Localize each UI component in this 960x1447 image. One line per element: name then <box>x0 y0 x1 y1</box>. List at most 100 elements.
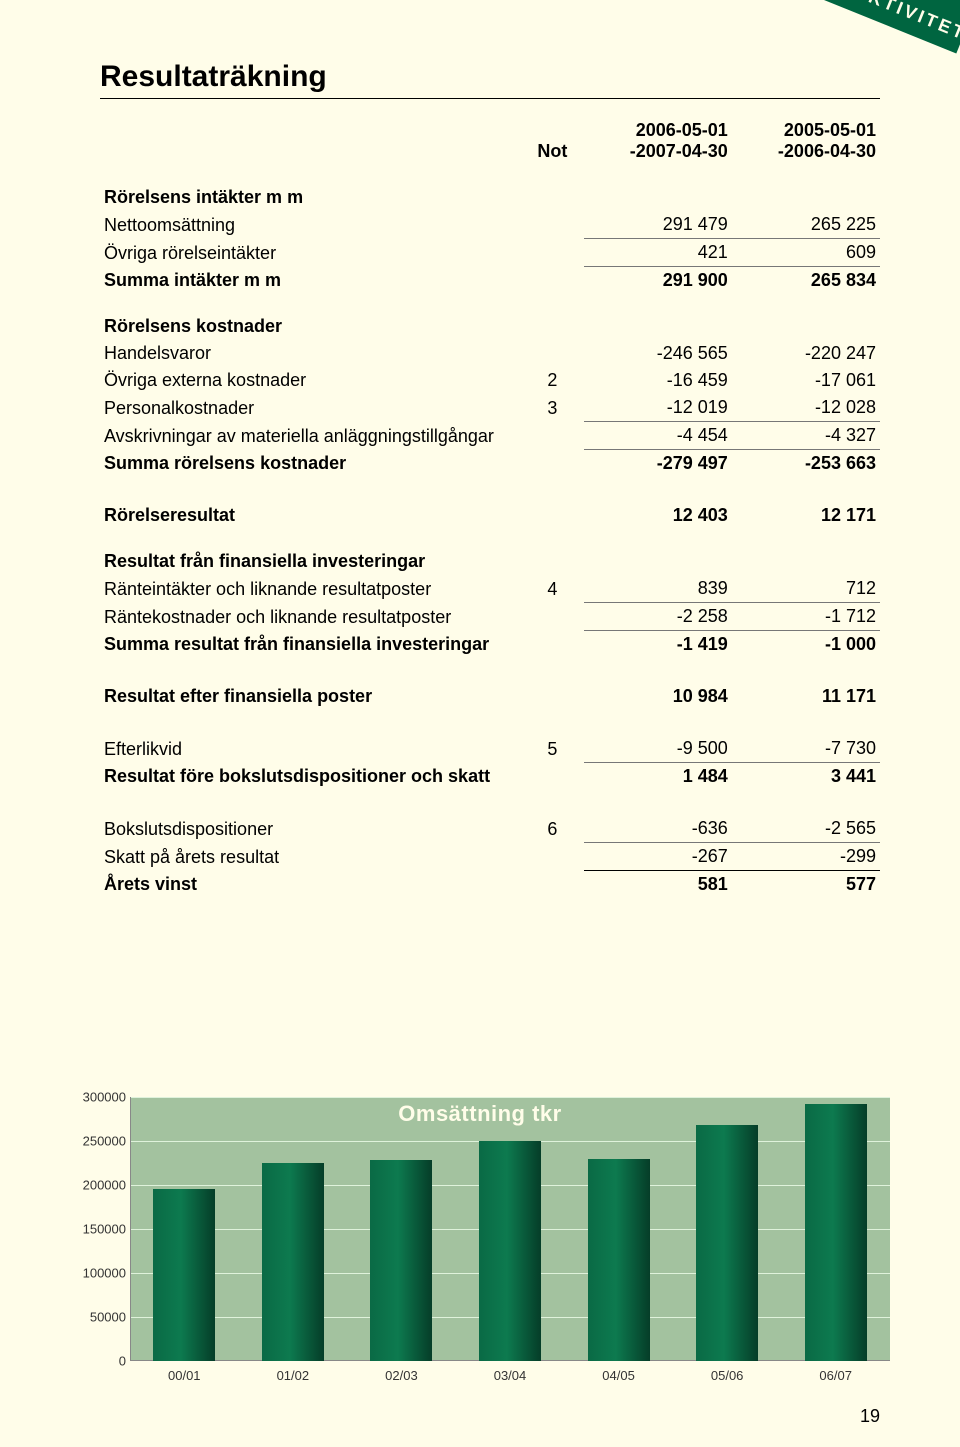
row-value-current: 421 <box>584 239 732 267</box>
chart-x-tick: 02/03 <box>385 1368 418 1383</box>
row-value-prior: -1 000 <box>732 631 880 659</box>
row-note <box>521 843 583 871</box>
row-note <box>521 683 583 710</box>
turnover-chart: Omsättning tkr 0 50000 100000 150000 200000 2… <box>70 1097 890 1387</box>
row-value-prior: 265 225 <box>732 211 880 239</box>
row-value-prior: -4 327 <box>732 422 880 450</box>
chart-bars <box>130 1097 890 1361</box>
row-value-prior: 577 <box>732 871 880 899</box>
row-note: 4 <box>521 575 583 603</box>
row-label: Nettoomsättning <box>100 211 521 239</box>
row-value-current: 1 484 <box>584 763 732 791</box>
row-value-current: -2 258 <box>584 603 732 631</box>
section-heading: Rörelsens intäkter m m <box>100 165 880 211</box>
row-value-current: -246 565 <box>584 340 732 367</box>
row-label: Skatt på årets resultat <box>100 843 521 871</box>
row-value-prior: -12 028 <box>732 394 880 422</box>
col-header-period1: 2006-05-01-2007-04-30 <box>584 117 732 165</box>
row-label: Rörelseresultat <box>100 502 521 529</box>
row-value-current: 581 <box>584 871 732 899</box>
row-value-prior: 609 <box>732 239 880 267</box>
row-value-current: -267 <box>584 843 732 871</box>
chart-x-tick: 03/04 <box>494 1368 527 1383</box>
row-label: Efterlikvid <box>100 735 521 763</box>
row-note: 5 <box>521 735 583 763</box>
row-label: Summa intäkter m m <box>100 267 521 295</box>
page-content: Resultaträkning Not2006-05-01-2007-04-30… <box>0 0 960 898</box>
row-label: Övriga externa kostnader <box>100 367 521 394</box>
row-label: Ränteintäkter och liknande resultatposte… <box>100 575 521 603</box>
row-value-current: 291 900 <box>584 267 732 295</box>
row-note <box>521 763 583 791</box>
row-value-prior: 12 171 <box>732 502 880 529</box>
row-value-prior: -17 061 <box>732 367 880 394</box>
chart-x-tick: 04/05 <box>602 1368 635 1383</box>
chart-y-tick: 150000 <box>71 1222 126 1237</box>
row-note <box>521 239 583 267</box>
chart-y-tick: 300000 <box>71 1090 126 1105</box>
row-value-current: -12 019 <box>584 394 732 422</box>
row-value-prior: 11 171 <box>732 683 880 710</box>
chart-y-tick: 200000 <box>71 1178 126 1193</box>
row-label: Övriga rörelseintäkter <box>100 239 521 267</box>
row-label: Resultat före bokslutsdispositioner och … <box>100 763 521 791</box>
row-note: 2 <box>521 367 583 394</box>
row-note <box>521 267 583 295</box>
chart-y-tick: 50000 <box>71 1310 126 1325</box>
row-value-prior: 265 834 <box>732 267 880 295</box>
row-value-current: 10 984 <box>584 683 732 710</box>
page-number: 19 <box>860 1406 880 1427</box>
page-title: Resultaträkning <box>100 60 880 99</box>
row-note <box>521 631 583 659</box>
row-note <box>521 603 583 631</box>
chart-y-tick: 100000 <box>71 1266 126 1281</box>
row-note <box>521 340 583 367</box>
chart-x-tick: 01/02 <box>277 1368 310 1383</box>
row-label: Handelsvaror <box>100 340 521 367</box>
row-value-prior: 712 <box>732 575 880 603</box>
row-value-prior: -7 730 <box>732 735 880 763</box>
row-note: 3 <box>521 394 583 422</box>
section-heading: Resultat från finansiella investeringar <box>100 529 880 575</box>
row-value-current: -16 459 <box>584 367 732 394</box>
row-label: Räntekostnader och liknande resultatpost… <box>100 603 521 631</box>
row-note <box>521 211 583 239</box>
chart-x-tick: 00/01 <box>168 1368 201 1383</box>
row-value-current: -4 454 <box>584 422 732 450</box>
chart-bar <box>696 1125 758 1361</box>
row-value-prior: -220 247 <box>732 340 880 367</box>
chart-y-tick: 0 <box>71 1354 126 1369</box>
section-heading: Rörelsens kostnader <box>100 294 880 340</box>
row-label: Avskrivningar av materiella anläggningst… <box>100 422 521 450</box>
row-note <box>521 422 583 450</box>
chart-bar <box>479 1141 541 1361</box>
row-label: Summa rörelsens kostnader <box>100 450 521 478</box>
chart-title: Omsättning tkr <box>398 1101 561 1127</box>
row-label: Personalkostnader <box>100 394 521 422</box>
row-label: Årets vinst <box>100 871 521 899</box>
row-label: Bokslutsdispositioner <box>100 815 521 843</box>
row-label: Resultat efter finansiella poster <box>100 683 521 710</box>
chart-bar <box>370 1160 432 1361</box>
chart-bar <box>588 1159 650 1361</box>
row-value-current: 839 <box>584 575 732 603</box>
row-value-current: -9 500 <box>584 735 732 763</box>
chart-y-tick: 250000 <box>71 1134 126 1149</box>
chart-x-tick: 06/07 <box>819 1368 852 1383</box>
row-value-prior: -1 712 <box>732 603 880 631</box>
row-value-current: 291 479 <box>584 211 732 239</box>
col-header-not: Not <box>521 117 583 165</box>
row-value-current: -636 <box>584 815 732 843</box>
chart-x-tick: 05/06 <box>711 1368 744 1383</box>
row-note <box>521 871 583 899</box>
chart-bar <box>153 1189 215 1361</box>
row-value-current: -1 419 <box>584 631 732 659</box>
row-value-current: 12 403 <box>584 502 732 529</box>
chart-bar <box>805 1104 867 1361</box>
row-value-prior: 3 441 <box>732 763 880 791</box>
row-value-prior: -2 565 <box>732 815 880 843</box>
chart-bar <box>262 1163 324 1361</box>
row-note: 6 <box>521 815 583 843</box>
col-header-period2: 2005-05-01-2006-04-30 <box>732 117 880 165</box>
row-label: Summa resultat från finansiella invester… <box>100 631 521 659</box>
